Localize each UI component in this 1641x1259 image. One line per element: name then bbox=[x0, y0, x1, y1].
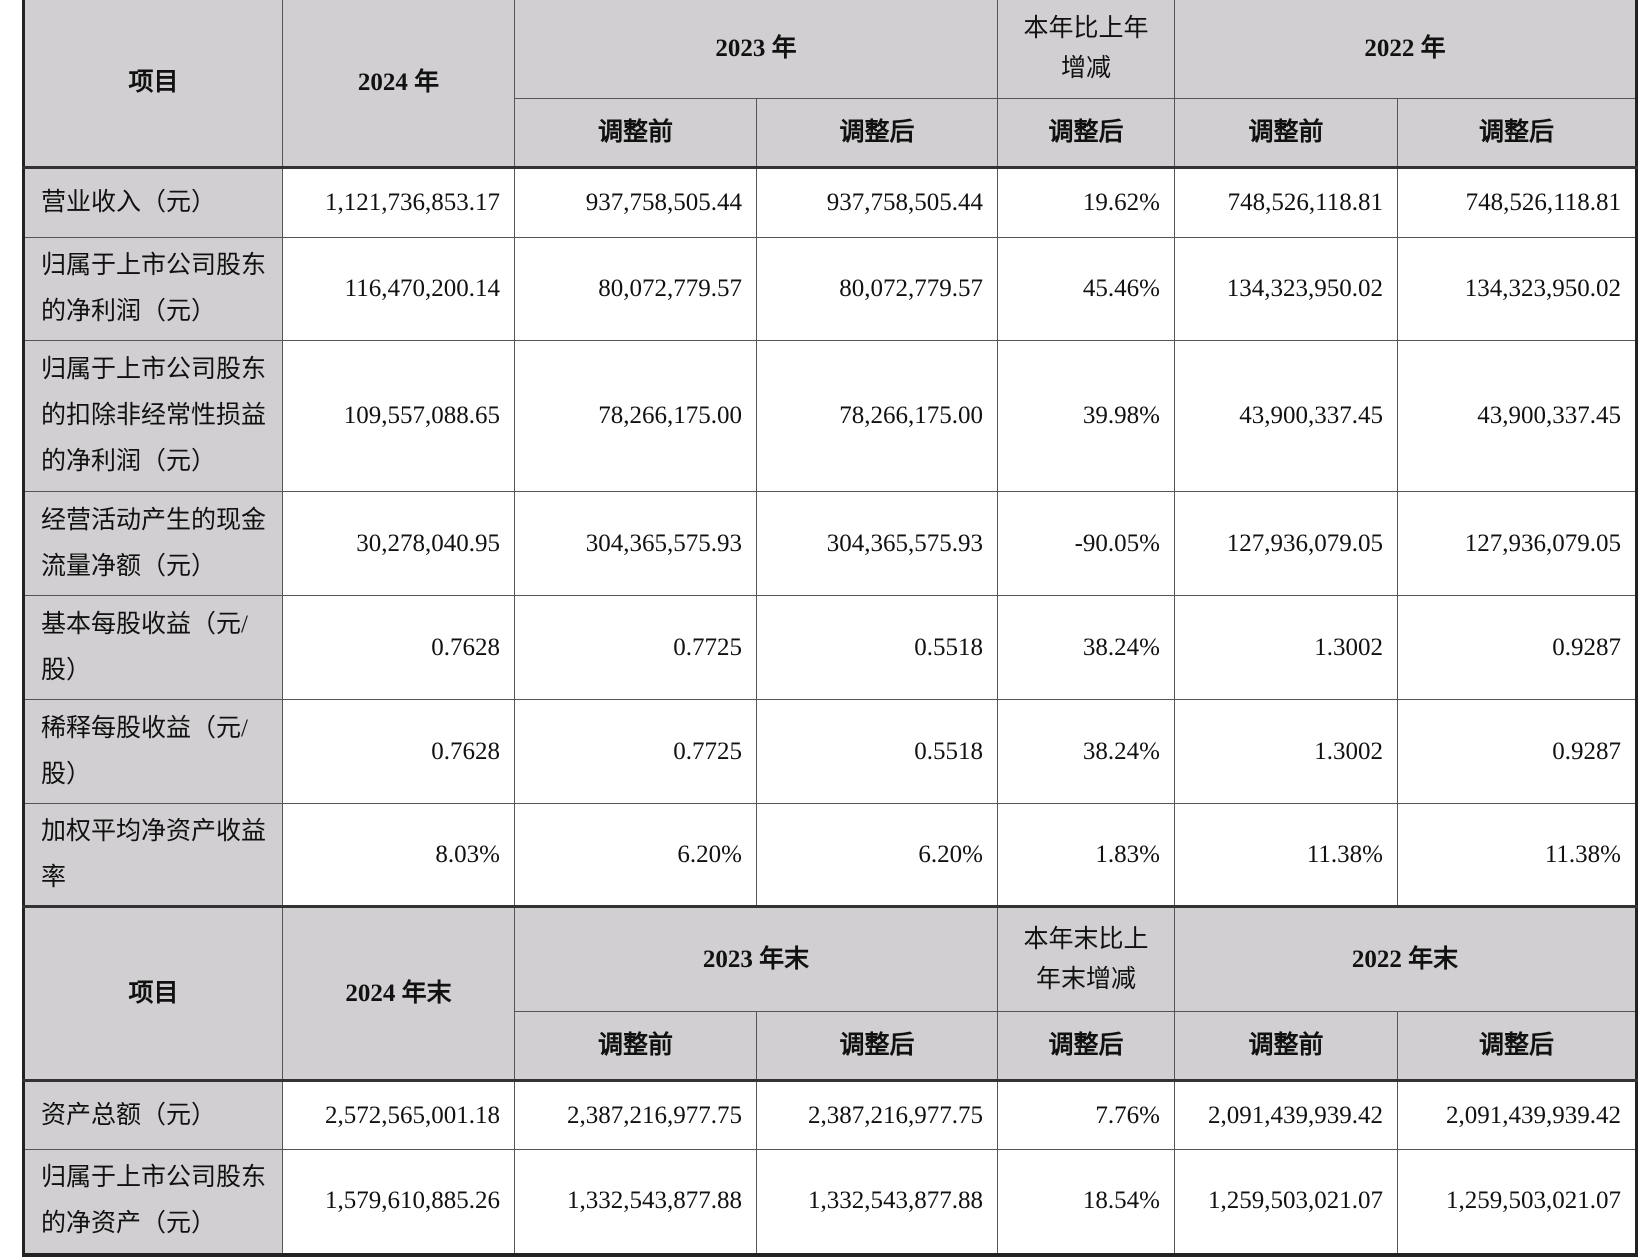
table-row: 归属于上市公司股东的扣除非经常性损益的净利润（元） 109,557,088.65… bbox=[23, 340, 1637, 492]
cell-value: 6.20% bbox=[756, 803, 998, 907]
subheader-after: 调整后 bbox=[1397, 98, 1637, 168]
cell-value: 304,365,575.93 bbox=[514, 491, 757, 596]
cell-value: 0.5518 bbox=[756, 699, 998, 804]
cell-value: 19.62% bbox=[997, 166, 1175, 238]
cell-value: 127,936,079.05 bbox=[1174, 491, 1398, 596]
subheader-before: 调整前 bbox=[1174, 1011, 1398, 1081]
cell-value: 78,266,175.00 bbox=[756, 340, 998, 492]
row-label: 归属于上市公司股东的净利润（元） bbox=[23, 237, 283, 341]
table-row: 资产总额（元） 2,572,565,001.18 2,387,216,977.75… bbox=[23, 1079, 1637, 1150]
cell-value: 1,332,543,877.88 bbox=[514, 1149, 757, 1255]
cell-value: 1.3002 bbox=[1174, 699, 1398, 804]
row-label: 营业收入（元） bbox=[23, 166, 283, 238]
header-row: 项目 2024 年末 2023 年末 本年末比上年末增减 2022 年末 bbox=[23, 905, 1637, 1081]
cell-value: 748,526,118.81 bbox=[1397, 166, 1637, 238]
subheader-row: 调整前 调整后 调整后 调整前 调整后 bbox=[24, 1011, 1637, 1081]
subheader-after: 调整后 bbox=[1397, 1011, 1637, 1081]
row-label: 基本每股收益（元/股） bbox=[23, 595, 283, 700]
cell-value: 0.9287 bbox=[1397, 699, 1637, 804]
cell-value: 1.83% bbox=[997, 803, 1175, 907]
cell-value: 304,365,575.93 bbox=[756, 491, 998, 596]
row-label: 归属于上市公司股东的扣除非经常性损益的净利润（元） bbox=[23, 340, 283, 492]
subheader-after: 调整后 bbox=[756, 1011, 998, 1081]
subheader-before: 调整前 bbox=[514, 1011, 757, 1081]
financial-data-table: 项目 2024 年 2023 年 本年比上年增减 2022 年 调整前 调整后 … bbox=[22, 0, 1638, 1257]
cell-value: 134,323,950.02 bbox=[1397, 237, 1637, 341]
cell-value: 2,091,439,939.42 bbox=[1397, 1079, 1637, 1150]
header-2024: 2024 年 bbox=[282, 0, 515, 168]
header-item: 项目 bbox=[23, 905, 283, 1081]
row-label: 归属于上市公司股东的净资产（元） bbox=[23, 1149, 283, 1255]
table-row: 加权平均净资产收益率 8.03% 6.20% 6.20% 1.83% 11.38% 11.… bbox=[23, 803, 1637, 907]
subheader-before: 调整前 bbox=[514, 98, 757, 168]
header-change: 本年比上年增减 bbox=[997, 0, 1175, 99]
cell-value: 109,557,088.65 bbox=[282, 340, 515, 492]
cell-value: 748,526,118.81 bbox=[1174, 166, 1398, 238]
cell-value: 134,323,950.02 bbox=[1174, 237, 1398, 341]
cell-value: 43,900,337.45 bbox=[1174, 340, 1398, 492]
cell-value: 0.5518 bbox=[756, 595, 998, 700]
cell-value: 1,259,503,021.07 bbox=[1174, 1149, 1398, 1255]
cell-value: 0.9287 bbox=[1397, 595, 1637, 700]
cell-value: 11.38% bbox=[1174, 803, 1398, 907]
cell-value: 2,572,565,001.18 bbox=[282, 1079, 515, 1150]
subheader-row: 调整前 调整后 调整后 调整前 调整后 bbox=[24, 98, 1637, 168]
cell-value: 0.7628 bbox=[282, 699, 515, 804]
row-label: 经营活动产生的现金流量净额（元） bbox=[23, 491, 283, 596]
cell-value: 8.03% bbox=[282, 803, 515, 907]
cell-value: 39.98% bbox=[997, 340, 1175, 492]
row-label: 稀释每股收益（元/股） bbox=[23, 699, 283, 804]
cell-value: 80,072,779.57 bbox=[514, 237, 757, 341]
cell-value: 80,072,779.57 bbox=[756, 237, 998, 341]
cell-value: 6.20% bbox=[514, 803, 757, 907]
cell-value: 937,758,505.44 bbox=[514, 166, 757, 238]
cell-value: 0.7725 bbox=[514, 699, 757, 804]
cell-value: 45.46% bbox=[997, 237, 1175, 341]
cell-value: 18.54% bbox=[997, 1149, 1175, 1255]
cell-value: 38.24% bbox=[997, 699, 1175, 804]
cell-value: -90.05% bbox=[997, 491, 1175, 596]
cell-value: 937,758,505.44 bbox=[756, 166, 998, 238]
cell-value: 11.38% bbox=[1397, 803, 1637, 907]
table-row: 归属于上市公司股东的净资产（元） 1,579,610,885.26 1,332,5… bbox=[23, 1149, 1637, 1255]
table-row: 经营活动产生的现金流量净额（元） 30,278,040.95 304,365,57… bbox=[23, 491, 1637, 596]
cell-value: 1,259,503,021.07 bbox=[1397, 1149, 1637, 1255]
cell-value: 2,091,439,939.42 bbox=[1174, 1079, 1398, 1150]
cell-value: 30,278,040.95 bbox=[282, 491, 515, 596]
header-2024: 2024 年末 bbox=[282, 905, 515, 1081]
header-2022: 2022 年末 bbox=[1174, 905, 1637, 1012]
cell-value: 1.3002 bbox=[1174, 595, 1398, 700]
table-row: 稀释每股收益（元/股） 0.7628 0.7725 0.5518 38.24% 1.30… bbox=[23, 699, 1637, 804]
table-row: 归属于上市公司股东的净利润（元） 116,470,200.14 80,072,77… bbox=[23, 237, 1637, 341]
cell-value: 2,387,216,977.75 bbox=[514, 1079, 757, 1150]
header-row: 项目 2024 年 2023 年 本年比上年增减 2022 年 bbox=[23, 0, 1637, 168]
cell-value: 0.7628 bbox=[282, 595, 515, 700]
header-change: 本年末比上年末增减 bbox=[997, 905, 1175, 1012]
cell-value: 78,266,175.00 bbox=[514, 340, 757, 492]
cell-value: 2,387,216,977.75 bbox=[756, 1079, 998, 1150]
cell-value: 1,121,736,853.17 bbox=[282, 166, 515, 238]
table-row: 营业收入（元） 1,121,736,853.17 937,758,505.44 93… bbox=[23, 166, 1637, 238]
cell-value: 0.7725 bbox=[514, 595, 757, 700]
row-label: 加权平均净资产收益率 bbox=[23, 803, 283, 907]
subheader-before: 调整前 bbox=[1174, 98, 1398, 168]
cell-value: 1,579,610,885.26 bbox=[282, 1149, 515, 1255]
table-row: 基本每股收益（元/股） 0.7628 0.7725 0.5518 38.24% 1.30… bbox=[23, 595, 1637, 700]
subheader-after: 调整后 bbox=[756, 98, 998, 168]
cell-value: 127,936,079.05 bbox=[1397, 491, 1637, 596]
header-item: 项目 bbox=[23, 0, 283, 168]
cell-value: 1,332,543,877.88 bbox=[756, 1149, 998, 1255]
header-2023: 2023 年末 bbox=[514, 905, 998, 1012]
cell-value: 7.76% bbox=[997, 1079, 1175, 1150]
subheader-after: 调整后 bbox=[997, 98, 1175, 168]
cell-value: 38.24% bbox=[997, 595, 1175, 700]
header-2022: 2022 年 bbox=[1174, 0, 1637, 99]
subheader-after: 调整后 bbox=[997, 1011, 1175, 1081]
header-2023: 2023 年 bbox=[514, 0, 998, 99]
cell-value: 116,470,200.14 bbox=[282, 237, 515, 341]
row-label: 资产总额（元） bbox=[23, 1079, 283, 1150]
cell-value: 43,900,337.45 bbox=[1397, 340, 1637, 492]
